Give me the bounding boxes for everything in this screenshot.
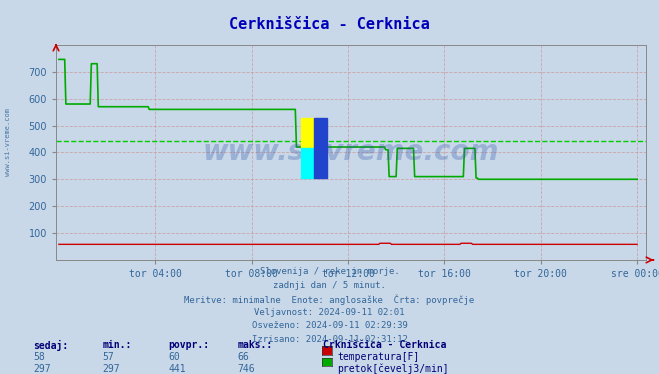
Text: www.si-vreme.com: www.si-vreme.com [5,108,11,176]
Text: pretok[čevelj3/min]: pretok[čevelj3/min] [337,364,449,374]
Text: www.si-vreme.com: www.si-vreme.com [203,138,499,166]
Text: Crkniščica - Cerknica: Crkniščica - Cerknica [323,340,446,350]
Text: 441: 441 [168,364,186,374]
Bar [301,118,314,148]
Text: 297: 297 [102,364,120,374]
Text: Meritve: minimalne  Enote: anglosаške  Črta: povprečje: Meritve: minimalne Enote: anglosаške Črt… [185,294,474,305]
Text: Osveženo: 2024-09-11 02:29:39: Osveženo: 2024-09-11 02:29:39 [252,321,407,330]
Text: maks.:: maks.: [237,340,272,350]
Bar [314,118,328,178]
Text: min.:: min.: [102,340,132,350]
Text: Slovenija / reke in morje.: Slovenija / reke in morje. [260,267,399,276]
Text: 297: 297 [33,364,51,374]
Text: 746: 746 [237,364,255,374]
Text: 60: 60 [168,352,180,362]
Text: Izrisano: 2024-09-11 02:31:12: Izrisano: 2024-09-11 02:31:12 [252,335,407,344]
Text: Veljavnost: 2024-09-11 02:01: Veljavnost: 2024-09-11 02:01 [254,308,405,317]
Bar [301,148,314,178]
Text: 58: 58 [33,352,45,362]
Text: Cerkniščica - Cerknica: Cerkniščica - Cerknica [229,17,430,32]
Text: 57: 57 [102,352,114,362]
Text: zadnji dan / 5 minut.: zadnji dan / 5 minut. [273,281,386,290]
Text: temperatura[F]: temperatura[F] [337,352,420,362]
Text: sedaj:: sedaj: [33,340,68,350]
Text: 66: 66 [237,352,249,362]
Text: povpr.:: povpr.: [168,340,209,350]
